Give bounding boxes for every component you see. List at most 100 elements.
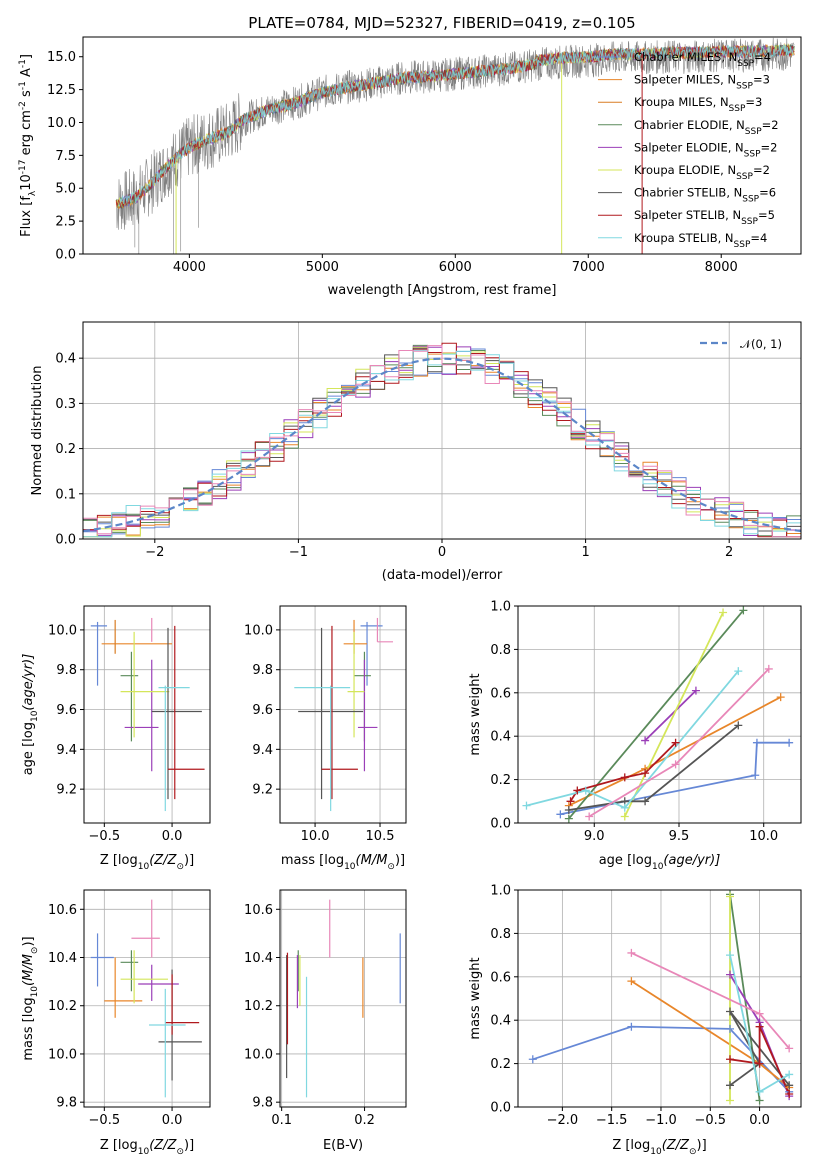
y-tick-label: 9.8: [56, 663, 77, 678]
plus-marker: [719, 608, 728, 617]
axes-frame: [279, 889, 407, 1108]
x-tick-label: −1.5: [596, 1113, 628, 1128]
y-tick-label: 0.0: [490, 817, 511, 832]
y-tick-label: 9.4: [252, 743, 273, 758]
x-tick-label: 0.0: [749, 1113, 770, 1128]
panel-weight_vs_age: 9.0 9.5 10.0 0.0 0.2 0.4 0.6 0.8 1.0 age [log10(a…: [468, 600, 802, 872]
x-tick-label: 1: [581, 545, 589, 560]
panel-age_vs_mass: 10.0 10.5 9.2 9.4 9.6 9.8 10.0 mass [log10(M/M⊙…: [244, 605, 407, 872]
x-tick-label: 9.5: [669, 829, 690, 844]
chart-title: PLATE=0784, MJD=52327, FIBERID=0419, z=0…: [248, 14, 635, 32]
y-tick-label: 9.8: [252, 663, 273, 678]
plus-marker: [734, 667, 743, 676]
x-tick-label: 4000: [173, 260, 206, 275]
plus-marker: [566, 797, 575, 806]
x-tick-label: −1.0: [645, 1113, 677, 1128]
plot-area: [286, 899, 401, 1098]
x-tick-label: 10.0: [749, 829, 778, 844]
x-tick-label: 5000: [306, 260, 339, 275]
plus-marker: [785, 1089, 794, 1098]
legend-entry: Chabrier STELIB, NSSP=6: [634, 186, 776, 205]
grid: [84, 606, 210, 823]
x-axis-label: Z [log10(Z/Z⊙)]: [100, 853, 194, 872]
y-tick-label: 1.0: [490, 884, 511, 899]
y-tick-label: 9.8: [252, 1096, 273, 1111]
grid: [280, 890, 406, 1107]
y-tick-label: 10.4: [48, 951, 77, 966]
axes-frame: [517, 605, 802, 824]
plus-marker: [755, 1096, 764, 1105]
x-axis-label: age [log10(age/yr)]: [599, 853, 721, 872]
legend-entry: 𝒩(0, 1): [740, 337, 782, 351]
plus-marker: [573, 786, 582, 795]
y-axis-label: Flux [fλ10-17 erg cm-2 s-1 A-1]: [18, 54, 38, 237]
y-tick-label: 0.2: [490, 1057, 511, 1072]
grid: [84, 890, 210, 1107]
plus-marker: [776, 693, 785, 702]
panel-mass_vs_ebv: 0.1 0.2 9.8 10.0 10.2 10.4 10.6 E(B-V): [244, 889, 407, 1153]
plot-area: [294, 617, 394, 812]
y-axis-label: mass [log10(M/M⊙)]: [21, 936, 40, 1060]
y-axis-label: age [log10(age/yr)]: [21, 654, 40, 776]
x-tick-label: 8000: [705, 260, 738, 275]
x-axis-label: (data-model)/error: [382, 568, 503, 583]
x-tick-label: 7000: [572, 260, 605, 275]
y-axis-label: mass weight: [468, 673, 483, 755]
plus-marker: [726, 1081, 735, 1090]
x-tick-label: 0.2: [354, 1113, 375, 1128]
plot-area: [526, 609, 790, 820]
y-tick-label: 10.4: [244, 951, 273, 966]
plus-marker: [691, 686, 700, 695]
plot-area: [115, 37, 795, 254]
y-tick-label: 0.1: [55, 487, 76, 502]
y-tick-label: 15.0: [47, 50, 76, 65]
plus-marker: [726, 970, 735, 979]
x-tick-label: 10.5: [366, 829, 395, 844]
y-tick-label: 0.6: [490, 686, 511, 701]
x-tick-label: 6000: [439, 260, 472, 275]
y-tick-label: 0.8: [490, 643, 511, 658]
plus-marker: [751, 771, 760, 780]
legend-entry: Kroupa ELODIE, NSSP=2: [634, 163, 770, 182]
plus-marker: [581, 786, 590, 795]
x-tick-label: 0: [438, 545, 446, 560]
plus-marker: [564, 814, 573, 823]
x-tick-label: −0.5: [89, 829, 121, 844]
x-tick-label: 0.0: [162, 829, 183, 844]
plus-marker: [564, 805, 573, 814]
x-axis-label: Z [log10(Z/Z⊙)]: [100, 1138, 194, 1157]
y-tick-label: 0.4: [490, 1014, 511, 1029]
legend-entry: Salpeter STELIB, NSSP=5: [634, 208, 775, 227]
legend-entry: Kroupa STELIB, NSSP=4: [634, 231, 767, 250]
y-tick-label: 9.2: [56, 783, 77, 798]
y-tick-label: 10.0: [48, 1047, 77, 1062]
y-tick-label: 0.4: [490, 730, 511, 745]
y-tick-label: 10.6: [48, 903, 77, 918]
plus-marker: [726, 1007, 735, 1016]
y-tick-label: 9.2: [252, 783, 273, 798]
grid: [280, 606, 406, 823]
plus-marker: [522, 801, 531, 810]
y-tick-label: 10.0: [48, 623, 77, 638]
y-tick-label: 9.8: [56, 1096, 77, 1111]
weight-series-line: [644, 689, 697, 742]
normal-curve: [83, 357, 801, 533]
axes-frame: [517, 889, 802, 1108]
y-tick-label: 10.2: [244, 999, 273, 1014]
y-tick-label: 10.0: [244, 1047, 273, 1062]
panel-spectrum: 4000 5000 6000 7000 8000 0.0 2.5 5.0 7.5 10.0 12.5…: [18, 14, 802, 298]
axes-frame: [279, 605, 407, 824]
y-tick-label: 12.5: [47, 83, 76, 98]
plot-area: [90, 899, 202, 1098]
x-tick-label: −2: [145, 545, 164, 560]
y-tick-label: 10.0: [47, 116, 76, 131]
plus-marker: [755, 1022, 764, 1031]
model-spectrum: [118, 44, 795, 210]
y-tick-label: 0.6: [490, 970, 511, 985]
plus-marker: [755, 1059, 764, 1068]
plus-marker: [641, 736, 650, 745]
y-tick-label: 10.2: [48, 999, 77, 1014]
axes-frame: [82, 36, 802, 255]
plus-marker: [764, 664, 773, 673]
